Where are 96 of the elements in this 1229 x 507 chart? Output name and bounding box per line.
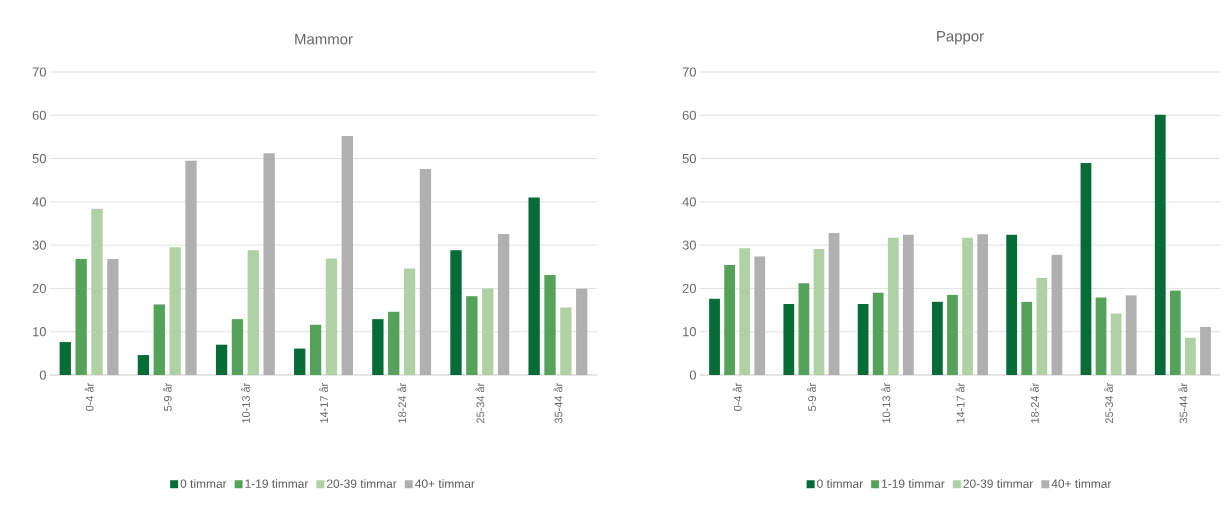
bar: [813, 249, 825, 375]
y-tick-label: 40: [682, 197, 696, 207]
bar: [1154, 114, 1166, 375]
x-tick-label: 14-17 år: [955, 382, 965, 423]
x-tick-label: 25-34 år: [475, 382, 485, 424]
legend-label: 20-39 timmar: [963, 479, 1034, 488]
legend-label: 1-19 timmar: [882, 479, 945, 488]
bar: [560, 307, 572, 375]
bar: [872, 292, 884, 375]
bar: [857, 304, 869, 375]
bar: [91, 208, 103, 375]
bar: [466, 296, 478, 375]
bar: [263, 153, 275, 375]
chart-title: Mammor: [295, 34, 353, 45]
bar: [709, 298, 720, 375]
legend-label: 1-19 timmar: [245, 479, 309, 488]
bar: [169, 247, 181, 375]
x-tick-label: 14-17 år: [319, 382, 328, 423]
bar: [107, 258, 119, 375]
x-tick-label: 5-9 år: [806, 382, 816, 411]
y-tick-label: 50: [32, 153, 46, 164]
y-tick-label: 0: [689, 370, 696, 380]
y-tick-label: 60: [682, 110, 696, 120]
y-tick-label: 0: [39, 370, 46, 380]
bar: [75, 258, 87, 375]
x-tick-label: 10-13 år: [881, 382, 891, 423]
bar: [754, 256, 766, 375]
bar: [544, 275, 556, 375]
bar: [1185, 337, 1196, 375]
y-tick-label: 40: [32, 197, 46, 207]
legend-label: 40+ timmar: [1051, 479, 1112, 488]
bar: [185, 160, 197, 375]
x-tick-label: 35-44 år: [553, 382, 563, 424]
bar: [977, 234, 989, 375]
bar: [783, 304, 795, 375]
bar: [388, 311, 400, 375]
bar: [828, 233, 840, 375]
x-tick-label: 0-4 år: [732, 382, 742, 411]
bar: [1110, 313, 1122, 375]
bar: [932, 301, 943, 375]
y-tick-label: 20: [32, 283, 46, 293]
bar: [1169, 290, 1181, 375]
bar: [1200, 326, 1211, 375]
x-tick-label: 25-34 år: [1104, 382, 1114, 424]
bar: [137, 355, 150, 375]
legend-label: 40+ timmar: [415, 479, 475, 488]
bar: [1080, 162, 1092, 375]
x-tick-label: 0-4 år: [84, 382, 94, 411]
legend-label: 20-39 timmar: [326, 479, 397, 488]
bar: [1006, 234, 1018, 375]
bar: [497, 233, 510, 375]
chart-title: Pappor: [937, 31, 984, 45]
bar: [403, 268, 416, 375]
bar: [739, 248, 751, 375]
bar: [902, 234, 914, 375]
x-tick-label: 35-44 år: [1178, 382, 1188, 424]
bar: [887, 237, 899, 375]
bar: [1125, 295, 1137, 375]
y-tick-label: 70: [682, 67, 696, 77]
bar: [247, 250, 259, 375]
bar: [294, 348, 306, 375]
bar: [724, 265, 735, 375]
bar: [482, 288, 494, 375]
bar: [450, 250, 462, 375]
bar: [231, 319, 244, 375]
bar: [1021, 301, 1033, 375]
bar: [215, 344, 228, 375]
bar: [309, 324, 322, 375]
bar: [372, 319, 384, 375]
y-tick-label: 60: [32, 110, 46, 120]
y-tick-label: 20: [682, 283, 696, 293]
y-tick-label: 70: [32, 67, 46, 77]
y-tick-label: 30: [32, 240, 46, 250]
bar: [153, 304, 165, 375]
bar: [1036, 278, 1048, 375]
legend-label: 0 timmar: [817, 479, 863, 488]
y-tick-label: 50: [682, 153, 696, 164]
bar: [947, 294, 958, 375]
bar: [1095, 297, 1107, 375]
bar: [576, 288, 588, 375]
bar: [962, 237, 973, 375]
x-tick-label: 5-9 år: [162, 382, 172, 411]
x-tick-label: 18-24 år: [1029, 382, 1039, 423]
y-tick-label: 30: [682, 240, 696, 250]
x-tick-label: 10-13 år: [240, 382, 250, 423]
legend-label: 0 timmar: [180, 479, 227, 488]
bar: [1051, 254, 1063, 375]
bar: [59, 342, 71, 375]
bar: [341, 136, 353, 375]
y-tick-label: 10: [683, 327, 696, 337]
bar: [419, 168, 432, 375]
x-tick-label: 18-24 år: [397, 382, 407, 423]
bar: [325, 258, 338, 375]
bar: [798, 283, 810, 375]
y-tick-label: 10: [33, 327, 46, 337]
bar: [528, 197, 540, 375]
